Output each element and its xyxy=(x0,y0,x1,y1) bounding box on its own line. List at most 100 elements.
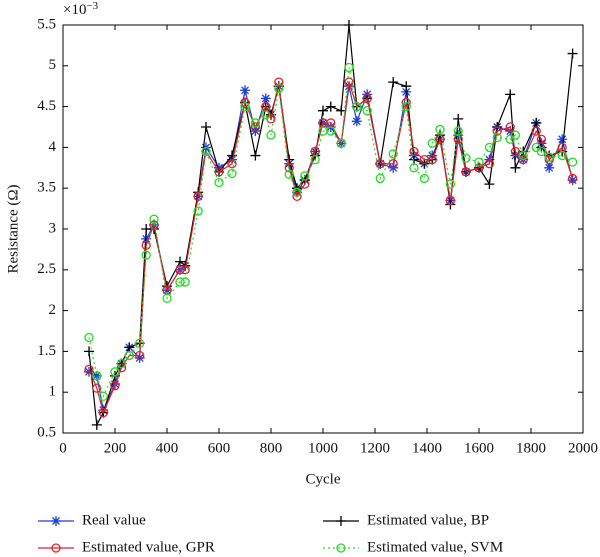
data-point xyxy=(474,163,484,173)
x-tick-label: 1600 xyxy=(464,440,494,456)
x-axis-label: Cycle xyxy=(306,471,341,487)
data-point xyxy=(84,332,94,343)
data-point xyxy=(274,84,284,94)
y-tick-label: 3 xyxy=(49,220,57,236)
data-point xyxy=(409,154,419,165)
data-point xyxy=(401,81,412,92)
data-point xyxy=(484,179,495,190)
data-point xyxy=(98,391,108,401)
data-point xyxy=(92,383,102,393)
data-point xyxy=(362,93,372,104)
y-scale-base: ×10 xyxy=(63,2,86,18)
data-point xyxy=(227,159,237,169)
data-point xyxy=(250,122,261,132)
legend-marker xyxy=(51,516,61,526)
y-tick-label: 0.5 xyxy=(37,424,56,440)
data-point xyxy=(336,138,346,148)
data-point xyxy=(110,381,120,391)
data-point xyxy=(427,138,437,148)
data-point xyxy=(124,342,135,353)
data-point xyxy=(318,105,328,116)
plot-frame xyxy=(62,24,584,434)
data-point xyxy=(326,126,336,136)
data-point xyxy=(284,169,294,179)
data-point xyxy=(134,352,145,363)
data-point xyxy=(162,285,172,295)
data-point xyxy=(250,118,261,128)
legend-marker xyxy=(336,516,346,526)
data-point xyxy=(175,277,185,287)
data-point xyxy=(193,191,203,201)
x-tick-label: 800 xyxy=(260,440,283,456)
data-point xyxy=(544,155,554,165)
y-tick-label: 3.5 xyxy=(37,180,56,196)
data-point xyxy=(557,134,568,145)
data-point xyxy=(401,97,411,108)
data-point xyxy=(260,93,271,104)
x-tick-label: 600 xyxy=(208,440,231,456)
data-point xyxy=(536,134,547,144)
data-point xyxy=(352,101,362,112)
data-point xyxy=(344,77,354,87)
x-tick-label: 1200 xyxy=(360,440,390,456)
data-point xyxy=(445,179,456,189)
data-point xyxy=(484,142,495,153)
legend-label: Estimated value, GPR xyxy=(82,539,215,555)
data-point xyxy=(84,346,94,357)
data-point xyxy=(162,293,172,303)
data-point xyxy=(567,175,578,186)
data-point xyxy=(141,240,151,250)
data-point xyxy=(135,338,145,348)
x-tick-label: 1400 xyxy=(412,440,442,456)
data-point xyxy=(510,162,521,173)
data-point xyxy=(510,146,521,157)
data-point xyxy=(175,256,185,267)
data-point xyxy=(557,150,567,161)
data-point xyxy=(292,187,302,197)
data-point xyxy=(544,152,554,162)
data-point xyxy=(300,171,310,181)
data-point xyxy=(484,159,495,169)
y-tick-label: 2 xyxy=(49,302,57,318)
x-tick-label: 400 xyxy=(156,440,179,456)
y-scale-exponent: −3 xyxy=(86,0,98,12)
data-point xyxy=(505,89,516,100)
data-point xyxy=(193,206,203,216)
data-point xyxy=(135,350,145,361)
data-point xyxy=(91,419,102,430)
data-point xyxy=(201,146,211,157)
data-point xyxy=(388,149,398,159)
y-tick-label: 5 xyxy=(49,57,57,73)
data-point xyxy=(567,173,578,184)
data-point xyxy=(531,117,542,128)
data-point xyxy=(240,101,250,112)
data-point xyxy=(401,86,412,97)
data-point xyxy=(461,153,471,163)
data-point xyxy=(474,157,484,167)
y-axis-label: Resistance (Ω) xyxy=(5,184,21,273)
legend-marker xyxy=(336,543,346,553)
data-point xyxy=(214,177,224,188)
legend-marker xyxy=(51,543,61,553)
data-point xyxy=(544,162,555,173)
data-point xyxy=(401,101,411,112)
data-point xyxy=(505,122,515,132)
series-line xyxy=(88,24,574,427)
data-point xyxy=(409,146,419,157)
x-tick-label: 1800 xyxy=(516,440,546,456)
data-point xyxy=(266,130,276,140)
data-point xyxy=(261,101,271,112)
data-point xyxy=(91,370,102,381)
y-tick-label: 1.5 xyxy=(37,343,56,359)
data-point xyxy=(453,113,464,124)
data-point xyxy=(310,146,320,157)
data-point xyxy=(227,168,237,179)
y-tick-label: 4 xyxy=(49,139,57,155)
data-point xyxy=(435,134,445,144)
data-point xyxy=(567,157,578,167)
data-point xyxy=(518,150,528,161)
data-point xyxy=(201,122,211,132)
data-point xyxy=(240,85,250,96)
data-point xyxy=(336,105,347,116)
